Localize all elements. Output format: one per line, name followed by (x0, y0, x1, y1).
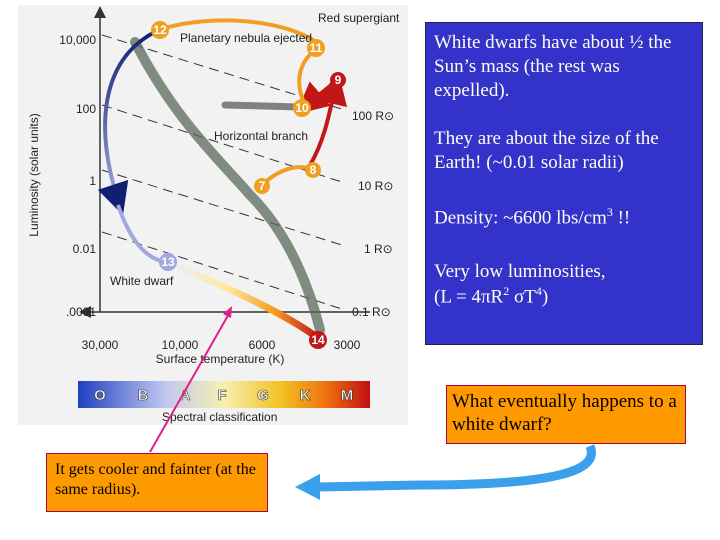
y-tick-label: .0001 (66, 305, 96, 319)
spectral-class: K (300, 387, 311, 404)
stage-dot (309, 331, 327, 349)
stage-dot (159, 253, 177, 271)
y-tick-label: 100 (76, 102, 96, 116)
info-text: σT (509, 285, 536, 307)
spectral-class: F (217, 387, 226, 404)
giant-track (164, 18, 318, 44)
spectral-label: Spectral classification (162, 410, 277, 424)
stage-number: 8 (310, 163, 317, 177)
info-text: White dwarfs have about ½ the Sun’s mass… (434, 32, 672, 101)
stage-number: 12 (153, 23, 167, 37)
stage-dot (330, 72, 346, 88)
blue-arrow (317, 444, 596, 492)
giant-track (308, 72, 348, 167)
stage-dot (293, 99, 311, 117)
info-text: Density: ~6600 lbs/cm3 !! (434, 205, 694, 230)
spectral-class: O (94, 387, 106, 404)
radius-line (101, 231, 346, 311)
x-tick-label: 30,000 (82, 338, 119, 352)
stage-dot (254, 178, 270, 194)
y-tick-label: 10,000 (59, 33, 96, 47)
radius-label: 100 R⊙ (352, 109, 394, 123)
radius-line (101, 104, 346, 184)
stage-dot (305, 162, 321, 178)
spectral-class: B (138, 387, 149, 404)
info-text: (L = 4πR2 σT4) (434, 284, 694, 309)
info-text: Very low luminosities, (434, 260, 606, 282)
pink-arrowhead (223, 306, 232, 318)
annotation: Red supergiant (318, 11, 400, 25)
stage-number: 9 (335, 73, 342, 87)
y-tick-label: 0.01 (73, 242, 97, 256)
spectral-bar (78, 381, 370, 408)
x-tick-label: 3000 (334, 338, 361, 352)
pink-arrow (149, 311, 231, 453)
superscript: 4 (535, 283, 542, 298)
annotation: White dwarf (110, 274, 174, 288)
x-axis-label: Surface temperature (K) (156, 352, 285, 366)
info-text: ) (541, 285, 549, 307)
stage-number: 14 (311, 333, 325, 347)
spectral-class: G (257, 387, 269, 404)
stage-markers: 7 8 9 10 11 12 13 14 (151, 21, 346, 349)
radius-label: 0.1 R⊙ (352, 305, 391, 319)
radius-line (101, 169, 346, 247)
annotation: Planetary nebula ejected (180, 31, 312, 45)
nebula-track (97, 30, 156, 216)
info-text: They are about the size of the Earth! (~… (434, 128, 659, 173)
answer-box: It gets cooler and fainter (at the same … (46, 453, 268, 512)
y-axis-label: Luminosity (solar units) (27, 113, 41, 236)
stage-number: 11 (310, 41, 323, 55)
radius-label: 10 R⊙ (358, 179, 393, 193)
annotation: Horizontal branch (214, 129, 308, 143)
x-tick-label: 6000 (249, 338, 276, 352)
giant-track (263, 165, 309, 184)
stage-number: 13 (161, 255, 175, 269)
info-text: Density: ~6600 lbs/cm (434, 207, 607, 229)
stage-dot (307, 39, 325, 57)
question-box: What eventually happens to a white dwarf… (446, 385, 686, 444)
y-tick-label: 1 (89, 174, 96, 188)
info-text: (L = 4πR (434, 285, 504, 307)
horizontal-branch (221, 101, 304, 111)
info-box: White dwarfs have about ½ the Sun’s mass… (425, 22, 703, 345)
blue-arrowhead (295, 474, 320, 500)
white-dwarf-track (164, 258, 322, 342)
spectral-class: A (180, 387, 191, 404)
stage-number: 7 (259, 179, 266, 193)
radius-label: 1 R⊙ (364, 242, 393, 256)
stage-dot (151, 21, 169, 39)
superscript: 3 (606, 204, 613, 219)
info-text: !! (612, 207, 631, 229)
superscript: 2 (503, 283, 510, 298)
main-sequence (130, 37, 325, 335)
spectral-class: M (341, 387, 354, 404)
stage-number: 10 (295, 101, 309, 115)
x-tick-label: 10,000 (162, 338, 199, 352)
